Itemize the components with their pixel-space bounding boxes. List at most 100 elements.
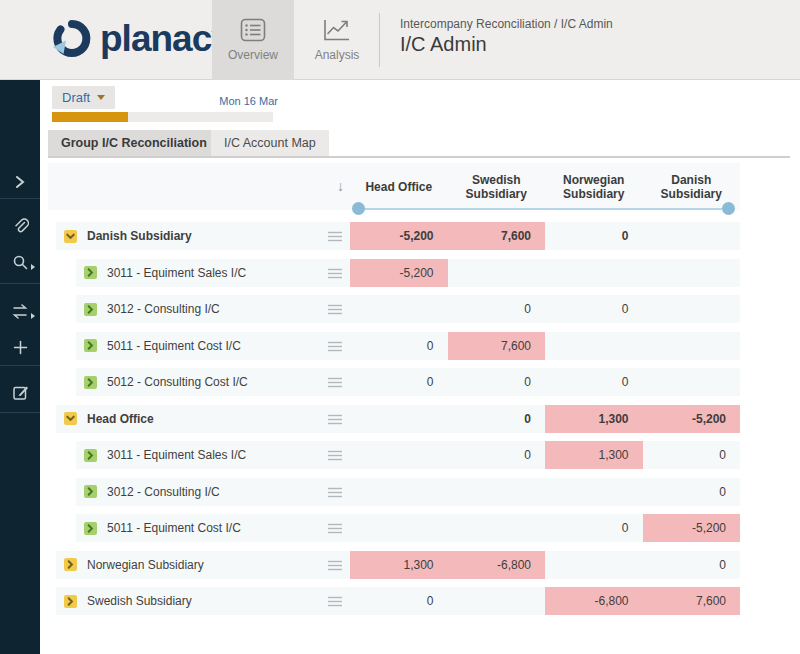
row-header: 5011 - Equiment Cost I/C: [76, 514, 350, 542]
drag-handle-icon[interactable]: [328, 414, 342, 425]
grid-header: ↓ Head OfficeSwedish SubsidiaryNorwegian…: [48, 163, 740, 210]
value-cell[interactable]: 0: [643, 478, 741, 506]
value-cell[interactable]: 0: [448, 405, 546, 433]
value-cell[interactable]: 7,600: [643, 587, 741, 615]
drag-handle-icon[interactable]: [328, 341, 342, 352]
collapse-chevron-icon[interactable]: [64, 230, 77, 243]
value-cell[interactable]: [350, 405, 448, 433]
nav-tab-overview[interactable]: Overview: [212, 0, 294, 80]
row-label: 5011 - Equiment Cost I/C: [107, 339, 241, 353]
drag-handle-icon[interactable]: [328, 560, 342, 571]
collapse-chevron-icon[interactable]: [64, 412, 77, 425]
expand-chevron-icon[interactable]: [84, 522, 97, 535]
grid-row: Danish Subsidiary-5,2007,6000: [56, 222, 740, 250]
expand-sidebar-button[interactable]: [0, 165, 40, 199]
nav-analysis-label: Analysis: [315, 48, 360, 62]
value-cell[interactable]: [448, 478, 546, 506]
analysis-chart-icon: [323, 18, 351, 42]
tab-group-ic-reconciliation[interactable]: Group I/C Reconciliation: [48, 130, 220, 156]
value-cell[interactable]: [643, 295, 741, 323]
column-range-slider[interactable]: [358, 208, 728, 210]
value-cell[interactable]: 0: [350, 332, 448, 360]
value-cell[interactable]: 0: [643, 441, 741, 469]
value-cell[interactable]: -5,200: [643, 405, 741, 433]
expand-chevron-icon[interactable]: [84, 339, 97, 352]
value-cell[interactable]: 0: [448, 368, 546, 396]
value-cell[interactable]: 0: [545, 368, 643, 396]
value-cell[interactable]: -6,800: [448, 551, 546, 579]
drag-handle-icon[interactable]: [328, 450, 342, 461]
value-cell[interactable]: -6,800: [545, 587, 643, 615]
top-bar: planacy Overview: [0, 0, 800, 80]
version-dropdown[interactable]: Draft: [52, 86, 115, 109]
timeline-track[interactable]: [52, 112, 273, 122]
drag-handle-icon[interactable]: [328, 377, 342, 388]
value-cell[interactable]: -5,200: [350, 259, 448, 287]
expand-chevron-icon[interactable]: [64, 595, 77, 608]
column-header[interactable]: Head Office: [350, 180, 448, 194]
slider-handle-left[interactable]: [352, 202, 365, 215]
grid-row: Norwegian Subsidiary 1,300-6,800 0: [56, 551, 740, 579]
row-header: Head Office: [56, 405, 350, 433]
grid-header-spacer: ↓: [48, 163, 350, 210]
sort-descending-icon[interactable]: ↓: [337, 178, 344, 194]
value-cell[interactable]: 7,600: [448, 332, 546, 360]
row-header: 3012 - Consulting I/C: [76, 478, 350, 506]
row-label: Head Office: [87, 412, 154, 426]
grid-row: 5011 - Equiment Cost I/C 0-5,200: [76, 514, 740, 542]
value-cell[interactable]: [643, 222, 741, 250]
expand-chevron-icon[interactable]: [84, 485, 97, 498]
value-cell[interactable]: 1,300: [545, 405, 643, 433]
drag-handle-icon[interactable]: [328, 523, 342, 534]
column-header[interactable]: Danish Subsidiary: [643, 173, 741, 201]
value-cell[interactable]: 0: [350, 587, 448, 615]
value-cell[interactable]: -5,200: [643, 514, 741, 542]
grid-row: Swedish Subsidiary0-6,8007,600: [56, 587, 740, 615]
drag-handle-icon[interactable]: [328, 268, 342, 279]
value-cell[interactable]: 0: [545, 222, 643, 250]
drag-handle-icon[interactable]: [328, 231, 342, 242]
value-cell[interactable]: 7,600: [448, 222, 546, 250]
value-cell[interactable]: [448, 587, 546, 615]
planacy-logo[interactable]: planacy: [50, 16, 231, 62]
nav-tab-analysis[interactable]: Analysis: [296, 0, 378, 80]
expand-chevron-icon[interactable]: [84, 376, 97, 389]
value-cell[interactable]: 0: [643, 551, 741, 579]
value-cell[interactable]: [545, 332, 643, 360]
value-cell[interactable]: [448, 514, 546, 542]
row-header: 3012 - Consulting I/C: [76, 295, 350, 323]
value-cell[interactable]: [643, 259, 741, 287]
value-cell[interactable]: 0: [350, 368, 448, 396]
value-cell[interactable]: [350, 295, 448, 323]
value-cell[interactable]: [545, 551, 643, 579]
expand-chevron-icon[interactable]: [64, 558, 77, 571]
value-cell[interactable]: [643, 332, 741, 360]
expand-chevron-icon[interactable]: [84, 266, 97, 279]
drag-handle-icon[interactable]: [328, 487, 342, 498]
value-cell[interactable]: 0: [448, 295, 546, 323]
value-cell[interactable]: [545, 259, 643, 287]
value-cell[interactable]: 1,300: [545, 441, 643, 469]
value-cell[interactable]: 0: [545, 295, 643, 323]
row-label: 3012 - Consulting I/C: [107, 302, 220, 316]
expand-chevron-icon[interactable]: [84, 449, 97, 462]
drag-handle-icon[interactable]: [328, 304, 342, 315]
value-cell[interactable]: [448, 259, 546, 287]
value-cell[interactable]: [545, 478, 643, 506]
slider-handle-right[interactable]: [722, 202, 735, 215]
value-cell[interactable]: [350, 514, 448, 542]
row-label: Norwegian Subsidiary: [87, 558, 204, 572]
value-cell[interactable]: [350, 441, 448, 469]
expand-chevron-icon[interactable]: [84, 303, 97, 316]
row-header: 3011 - Equiment Sales I/C: [76, 441, 350, 469]
column-header[interactable]: Swedish Subsidiary: [448, 173, 546, 201]
value-cell[interactable]: 1,300: [350, 551, 448, 579]
column-header[interactable]: Norwegian Subsidiary: [545, 173, 643, 201]
value-cell[interactable]: [643, 368, 741, 396]
value-cell[interactable]: [350, 478, 448, 506]
value-cell[interactable]: 0: [545, 514, 643, 542]
value-cell[interactable]: 0: [448, 441, 546, 469]
drag-handle-icon[interactable]: [328, 596, 342, 607]
tab-ic-account-map[interactable]: I/C Account Map: [211, 130, 329, 156]
value-cell[interactable]: -5,200: [350, 222, 448, 250]
